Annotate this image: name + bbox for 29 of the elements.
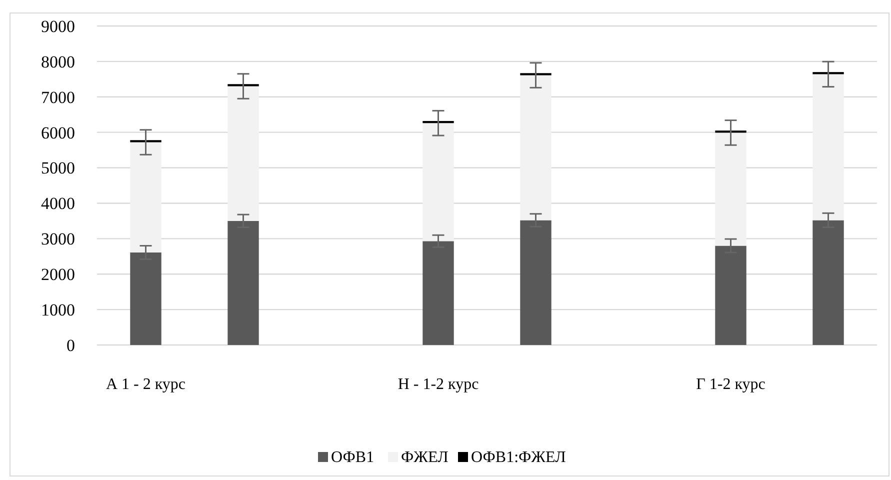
y-tick-label: 9000 (41, 16, 75, 36)
bar (812, 220, 844, 345)
bar (520, 220, 552, 345)
bar (520, 75, 552, 220)
legend-label: ОФВ1 (331, 449, 374, 466)
y-tick-label: 2000 (41, 265, 75, 284)
x-tick-label: А 1 - 2 курс (106, 376, 186, 393)
y-tick-label: 1000 (41, 300, 75, 320)
x-tick-label: Г 1-2 курс (696, 376, 766, 393)
bar (130, 252, 162, 345)
y-tick-label: 0 (66, 336, 75, 355)
bar (422, 123, 454, 242)
y-tick-label: 3000 (41, 230, 75, 249)
y-tick-label: 4000 (41, 194, 75, 214)
y-tick-label: 5000 (41, 158, 75, 178)
bar (715, 246, 746, 345)
bar (422, 120, 454, 124)
bar (228, 220, 259, 345)
y-tick-label: 6000 (41, 123, 75, 142)
legend-label: ОФВ1:ФЖЕЛ (471, 449, 566, 466)
bar (715, 132, 746, 246)
bar (812, 74, 844, 220)
y-tick-label: 8000 (41, 52, 75, 72)
y-tick-label: 7000 (41, 88, 75, 107)
bar (130, 142, 162, 252)
legend-label: ФЖЕЛ (401, 449, 449, 466)
bar (422, 241, 454, 345)
x-tick-label: Н - 1-2 курс (398, 376, 479, 393)
bar (228, 86, 259, 221)
